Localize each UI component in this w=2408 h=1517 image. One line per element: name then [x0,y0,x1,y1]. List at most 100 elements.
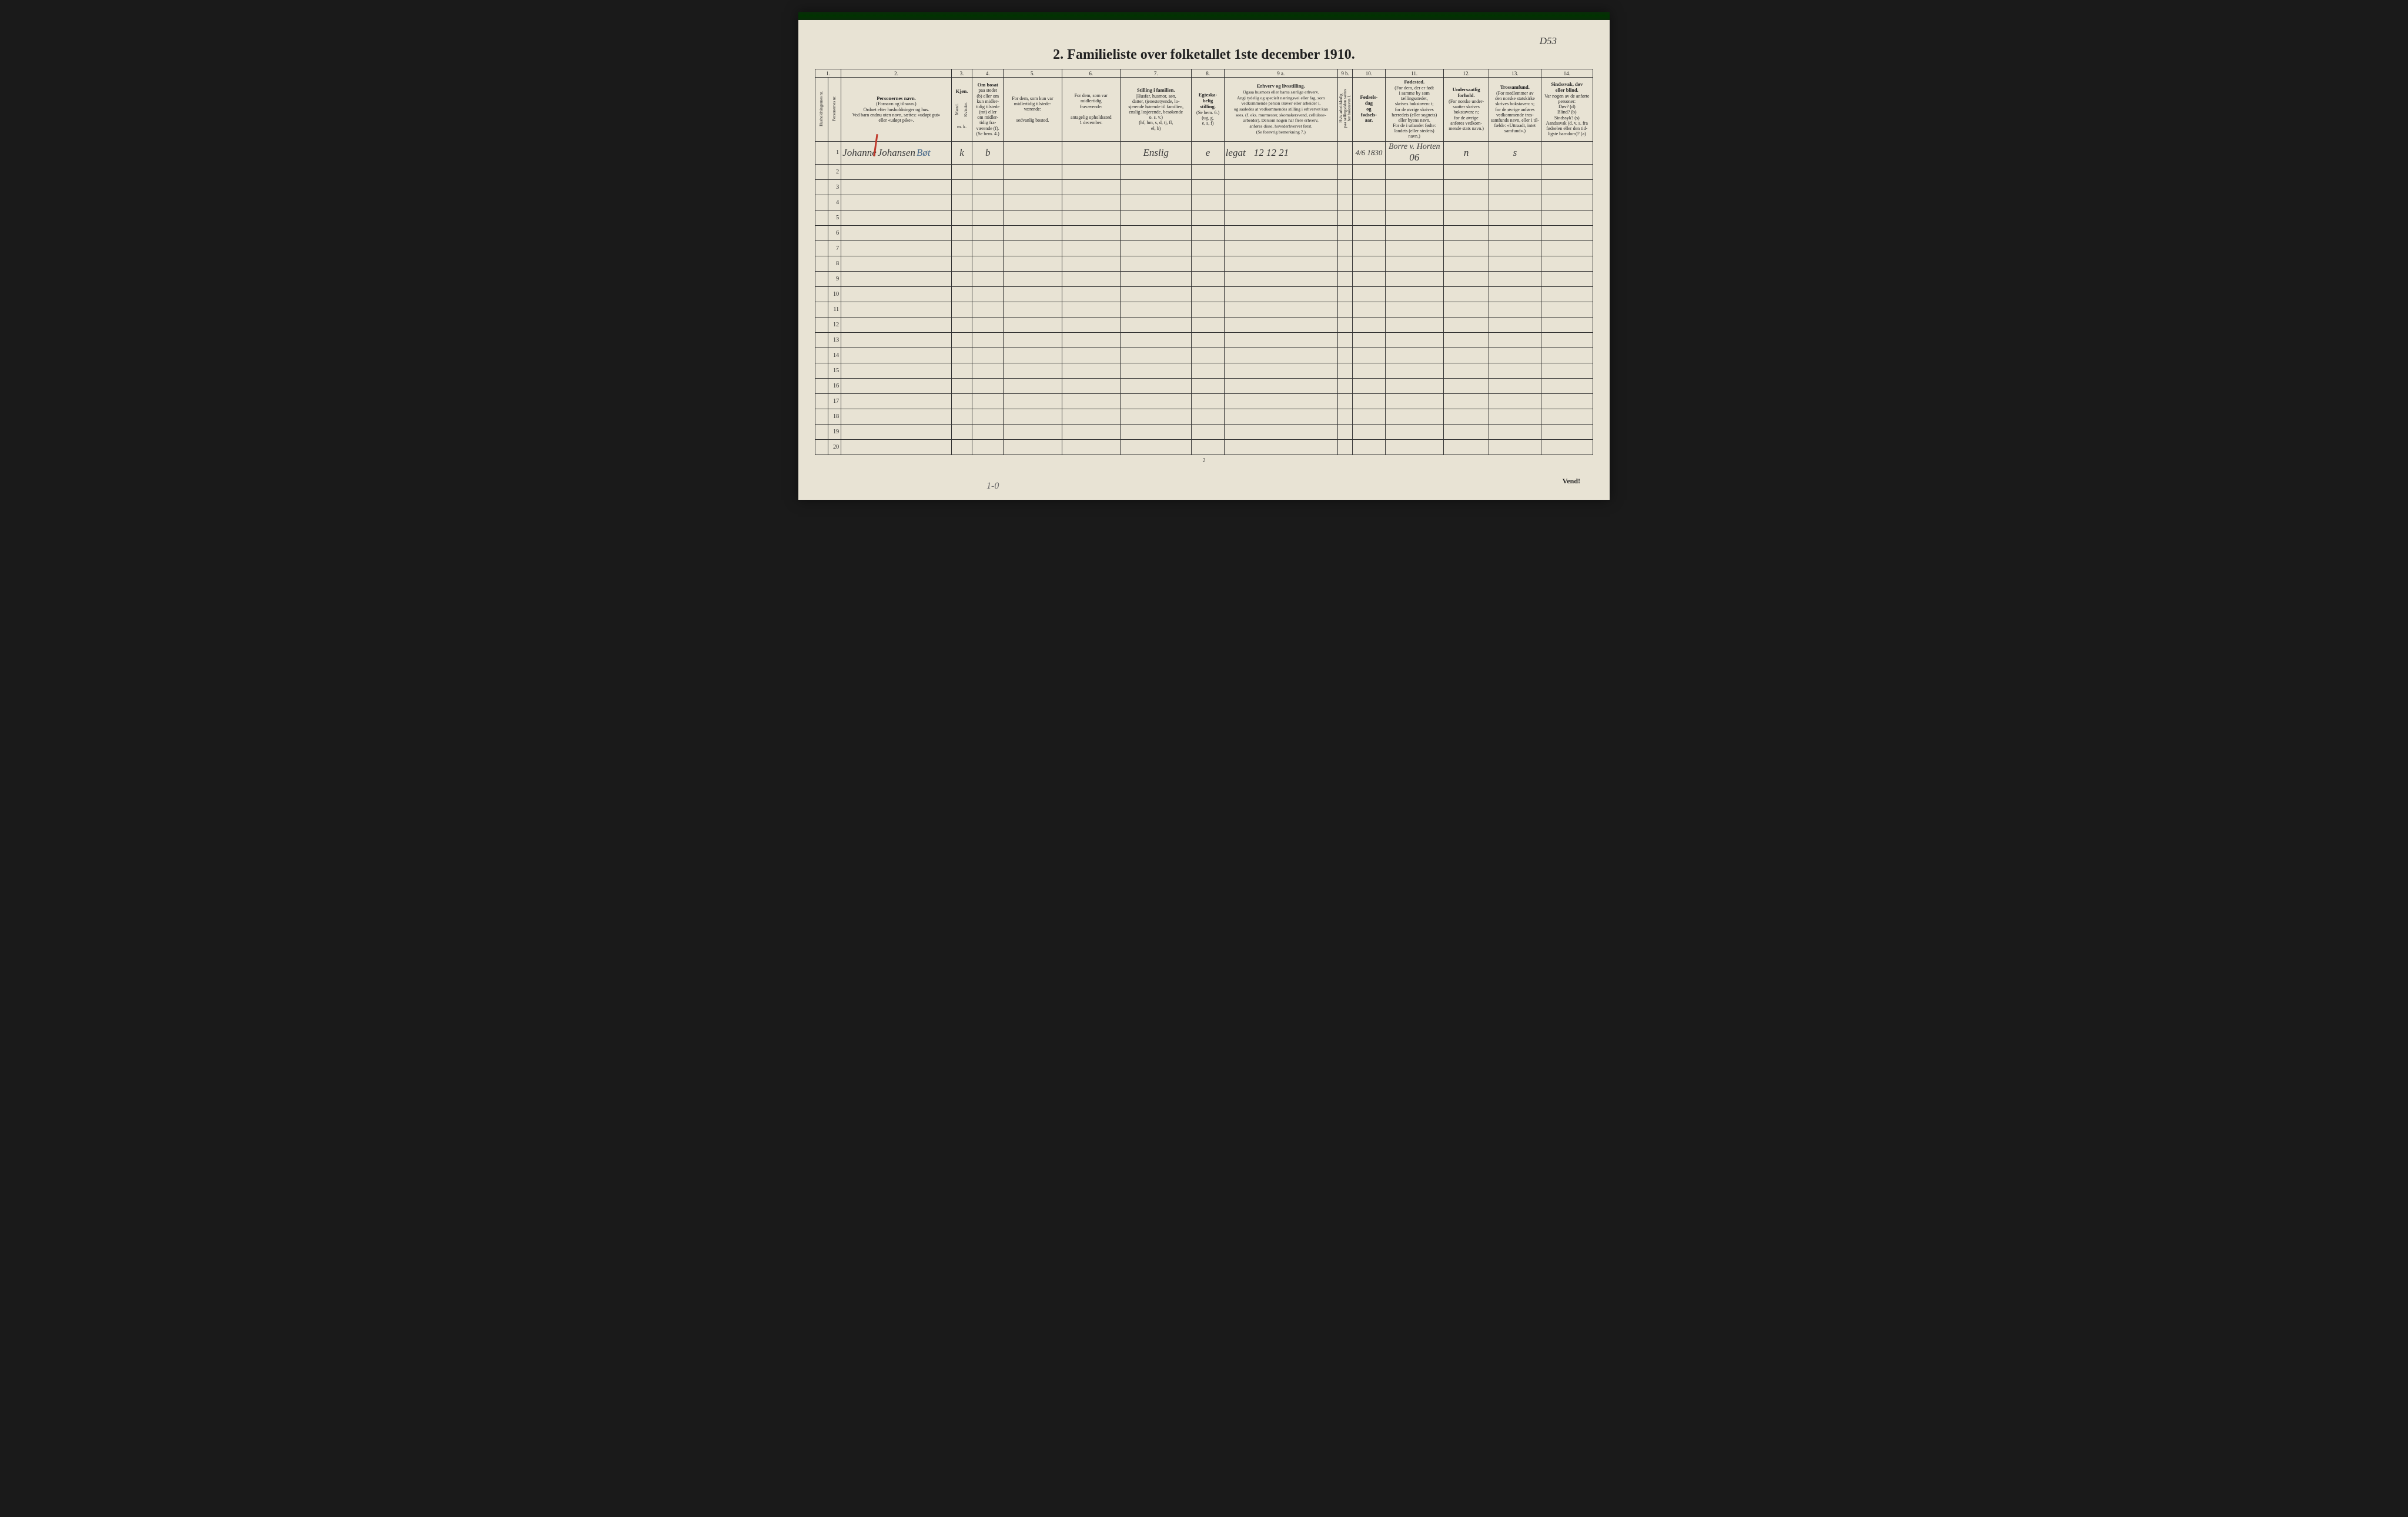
cell-empty [1385,363,1443,378]
cell-empty [951,409,972,424]
cell-empty [1192,347,1224,363]
cell-empty [1541,164,1593,179]
table-row: 12 [815,317,1593,332]
cell-empty [1337,225,1352,240]
cell-empty [972,164,1004,179]
cell-empty [1443,347,1489,363]
cell-empty [1224,179,1337,195]
cell-husholdning-nr [815,240,828,256]
header-fodested: Fødested. (For dem, der er født i samme … [1385,78,1443,142]
cell-person-nr: 11 [828,302,841,317]
cell-empty [841,179,952,195]
cell-empty [1121,363,1192,378]
cell-empty [1192,240,1224,256]
cell-empty [1062,409,1120,424]
cell-empty [1121,347,1192,363]
cell-empty [1541,439,1593,455]
cell-empty [972,195,1004,210]
cell-empty [1121,332,1192,347]
cell-empty [1489,439,1541,455]
cell-empty [1385,271,1443,286]
cell-person-nr: 9 [828,271,841,286]
header-kjon: Kjøn. Mænd. Kvinder. m. k. [951,78,972,142]
cell-empty [1443,164,1489,179]
table-row: 20 [815,439,1593,455]
cell-empty [1121,286,1192,302]
cell-empty [1489,378,1541,393]
cell-empty [1443,256,1489,271]
cell-empty [1192,317,1224,332]
cell-person-nr: 13 [828,332,841,347]
cell-empty [1121,378,1192,393]
cell-person-nr: 3 [828,179,841,195]
cell-empty [1443,378,1489,393]
cell-empty [841,256,952,271]
cell-empty [951,317,972,332]
cell-empty [1004,347,1062,363]
cell-empty [951,302,972,317]
cell-empty [1192,363,1224,378]
cell-empty [1489,210,1541,225]
header-stilling: Stilling i familien. (Husfar, husmor, sø… [1121,78,1192,142]
cell-empty [1489,302,1541,317]
cell-empty [972,363,1004,378]
cell-husholdning-nr [815,332,828,347]
cell-empty [1224,302,1337,317]
cell-empty [1121,302,1192,317]
cell-empty [1337,271,1352,286]
header-fodselsdag: Fødsels- dag og fødsels- aar. [1353,78,1385,142]
cell-empty [951,363,972,378]
cell-empty [1224,409,1337,424]
cell-empty [1353,317,1385,332]
cell-empty [1385,179,1443,195]
cell-empty [1004,393,1062,409]
table-row: 9 [815,271,1593,286]
cell-empty [951,195,972,210]
cell-empty [1489,317,1541,332]
cell-empty [1353,271,1385,286]
cell-empty [1443,179,1489,195]
table-row: 4 [815,195,1593,210]
table-row: 17 [815,393,1593,409]
cell-empty [1353,347,1385,363]
colnum-9a: 9 a. [1224,69,1337,78]
cell-empty [1443,302,1489,317]
cell-person-nr: 16 [828,378,841,393]
cell-husholdning-nr [815,363,828,378]
cell-empty [1224,424,1337,439]
cell-person-nr: 5 [828,210,841,225]
cell-empty [1224,286,1337,302]
cell-empty [1385,424,1443,439]
cell-empty [841,195,952,210]
header-midlertidig-tilstede: For dem, som kun var midlertidig tilsted… [1004,78,1062,142]
cell-husholdning-nr [815,409,828,424]
cell-husholdning-nr [815,179,828,195]
table-row: 8 [815,256,1593,271]
cell-empty [1443,286,1489,302]
cell-empty [1224,393,1337,409]
cell-empty [1192,179,1224,195]
cell-empty [1062,225,1120,240]
cell-empty [1004,256,1062,271]
cell-empty [1121,424,1192,439]
cell-empty [951,271,972,286]
column-number-row: 1. 2. 3. 4. 5. 6. 7. 8. 9 a. 9 b. 10. 11… [815,69,1593,78]
cell-empty [1353,332,1385,347]
cell-empty [972,317,1004,332]
cell-sindssvak [1541,141,1593,164]
cell-empty [1443,332,1489,347]
cell-empty [1353,256,1385,271]
cell-empty [1353,424,1385,439]
cell-empty [951,439,972,455]
cell-empty [1121,240,1192,256]
cell-empty [1385,317,1443,332]
cell-empty [1353,225,1385,240]
table-row: 16 [815,378,1593,393]
cell-empty [1224,195,1337,210]
colnum-6: 6. [1062,69,1120,78]
cell-empty [1062,439,1120,455]
cell-empty [972,409,1004,424]
cell-empty [1353,240,1385,256]
cell-empty [1541,363,1593,378]
cell-empty [1062,302,1120,317]
